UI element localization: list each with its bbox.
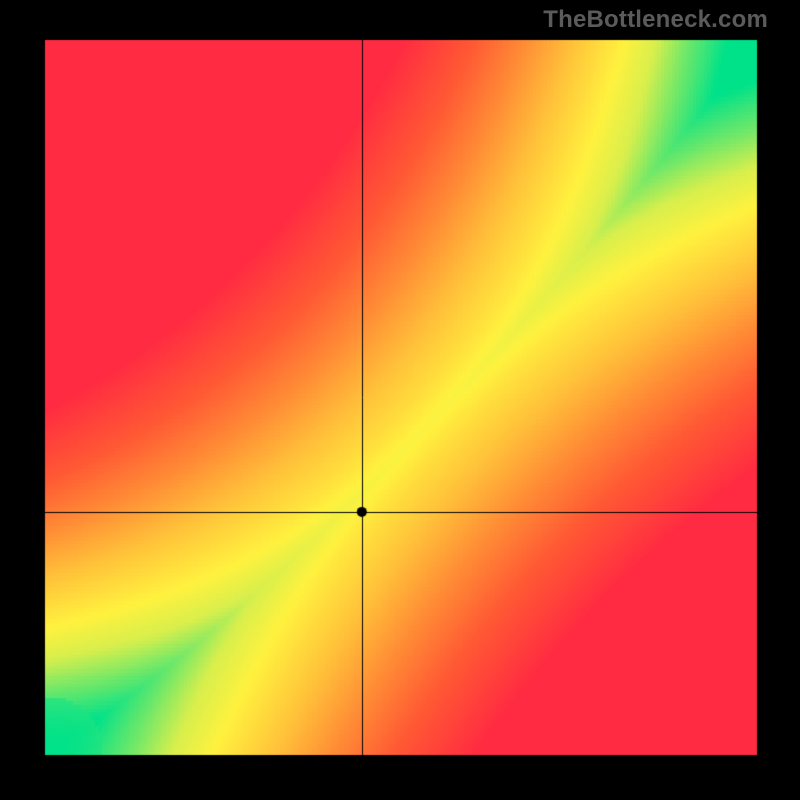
watermark-text: TheBottleneck.com [543,6,768,34]
bottleneck-heatmap [0,0,800,800]
chart-container: TheBottleneck.com [0,0,800,800]
